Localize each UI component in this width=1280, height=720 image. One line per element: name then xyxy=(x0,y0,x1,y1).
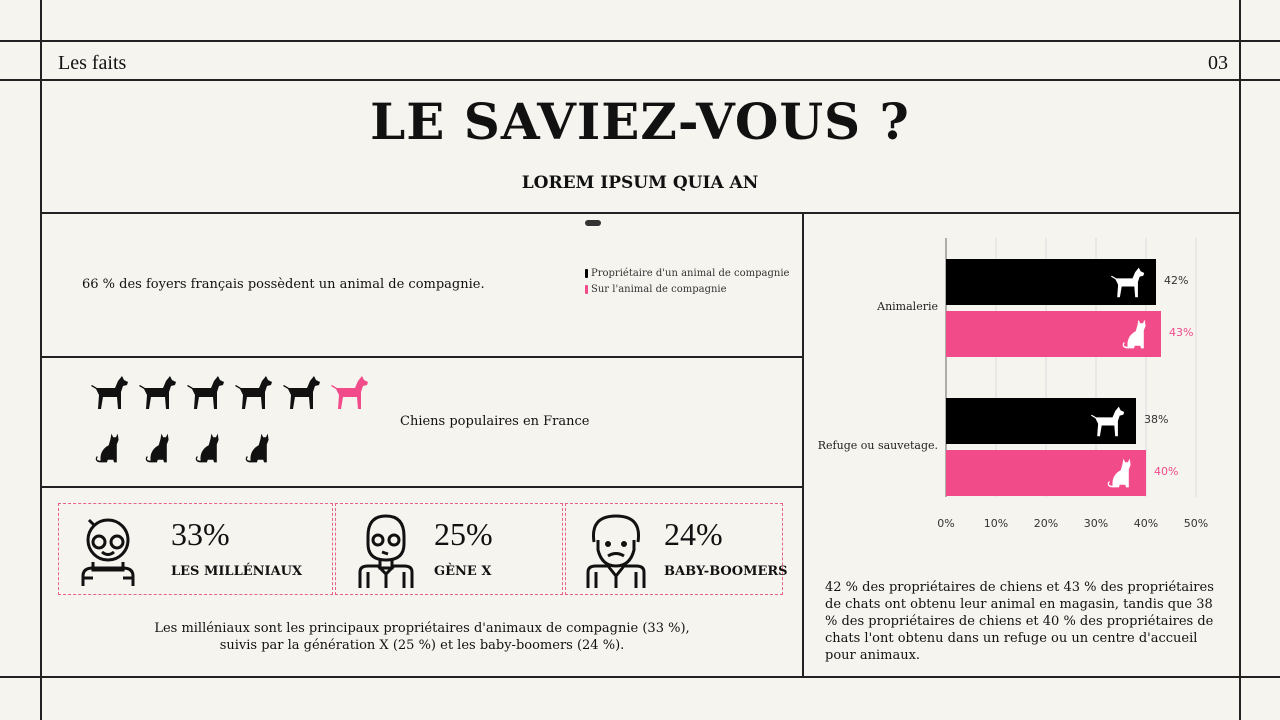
data-label: 38% xyxy=(1144,413,1168,426)
divider xyxy=(41,212,1241,214)
millennial-avatar-icon xyxy=(81,518,135,586)
x-tick-label: 50% xyxy=(1184,517,1208,530)
divider xyxy=(0,676,1280,678)
cat-pictogram-row xyxy=(88,430,274,466)
generation-label: LES MILLÉNIAUX xyxy=(171,564,303,579)
description-line: Les milléniaux sont les principaux propr… xyxy=(154,621,690,636)
x-tick-label: 0% xyxy=(937,517,954,530)
divider xyxy=(40,0,42,720)
generation-card: 25% GÈNE X xyxy=(335,503,563,595)
divider xyxy=(41,486,803,488)
bar xyxy=(946,311,1161,357)
generation-label: BABY-BOOMERS xyxy=(664,564,788,579)
generations-description: Les milléniaux sont les principaux propr… xyxy=(41,620,803,654)
legend-item: Propriétaire d'un animal de compagnie xyxy=(585,268,789,279)
acquisition-bar-chart: 0% 10% 20% 30% 40% 50% Animalerie 42% 43% Refuge … xyxy=(818,238,1208,530)
dog-icon xyxy=(138,372,178,412)
generation-percent: 24% xyxy=(664,516,723,552)
divider xyxy=(41,356,803,358)
section-label: Les faits xyxy=(58,52,127,74)
dog-icon xyxy=(282,372,322,412)
divider xyxy=(802,212,804,677)
popular-dogs-label: Chiens populaires en France xyxy=(400,414,590,429)
divider xyxy=(1239,0,1241,720)
page-subtitle: LOREM IPSUM QUIA AN xyxy=(521,173,759,193)
x-tick-label: 20% xyxy=(1034,517,1058,530)
legend-marker-icon xyxy=(585,220,601,226)
x-tick-label: 10% xyxy=(984,517,1008,530)
dog-icon xyxy=(186,372,226,412)
cat-icon xyxy=(138,430,174,466)
category-label: Animalerie xyxy=(876,300,938,313)
dog-icon xyxy=(234,372,274,412)
generation-card: 33% LES MILLÉNIAUX xyxy=(58,503,333,595)
generation-label: GÈNE X xyxy=(434,564,492,579)
dog-icon xyxy=(90,372,130,412)
data-label: 40% xyxy=(1154,465,1178,478)
cat-icon xyxy=(238,430,274,466)
highlighted-dog-icon xyxy=(330,372,370,412)
category-label: Refuge ou sauvetage. xyxy=(818,439,938,452)
divider xyxy=(0,40,1280,42)
bar xyxy=(946,450,1146,496)
divider xyxy=(0,79,1280,81)
cat-icon xyxy=(88,430,124,466)
generation-percent: 25% xyxy=(434,516,493,552)
generation-card: 24% BABY-BOOMERS xyxy=(565,503,788,595)
legend-item: Sur l'animal de compagnie xyxy=(585,284,727,295)
page-title: LE SAVIEZ-VOUS ? xyxy=(370,92,910,151)
x-tick-label: 30% xyxy=(1084,517,1108,530)
boomer-avatar-icon xyxy=(586,514,646,588)
household-fact: 66 % des foyers français possèdent un an… xyxy=(82,277,485,292)
legend-label: Propriétaire d'un animal de compagnie xyxy=(591,268,790,279)
page-number: 03 xyxy=(1208,52,1228,74)
data-label: 42% xyxy=(1164,274,1188,287)
data-label: 43% xyxy=(1169,326,1193,339)
generation-percent: 33% xyxy=(171,516,230,552)
gen-x-avatar-icon xyxy=(358,514,414,588)
dog-pictogram-row xyxy=(90,372,370,412)
chart-description: 42 % des propriétaires de chiens et 43 %… xyxy=(825,580,1214,663)
legend-label: Sur l'animal de compagnie xyxy=(591,284,727,295)
description-line: suivis par la génération X (25 %) et les… xyxy=(219,638,625,653)
cat-icon xyxy=(188,430,224,466)
x-tick-label: 40% xyxy=(1134,517,1158,530)
